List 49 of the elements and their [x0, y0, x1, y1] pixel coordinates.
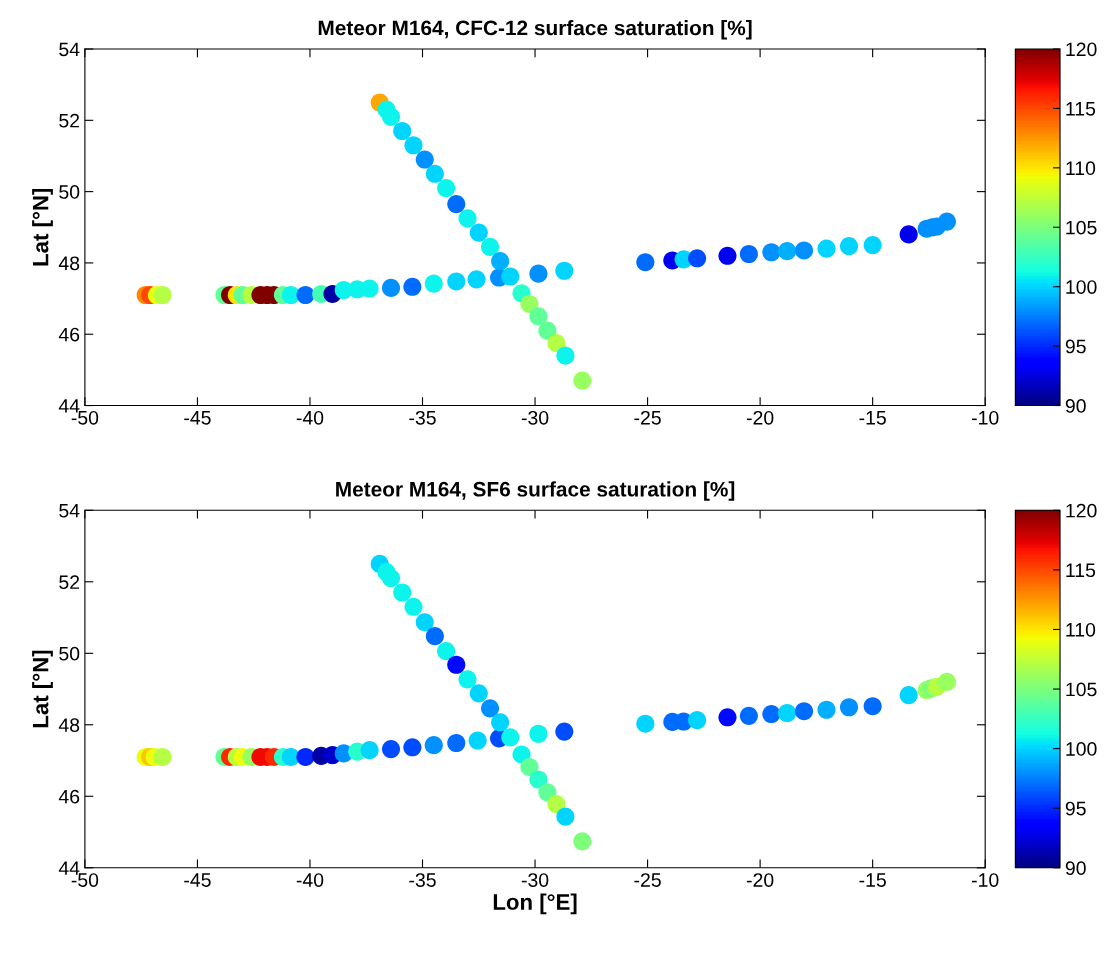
x-tick-label: -50 — [71, 410, 99, 425]
y-tick-label: 44 — [58, 861, 80, 875]
color-bar-label: 95 — [1065, 339, 1086, 354]
y-axis-title: Lat [°N] — [32, 650, 53, 728]
x-tick-label: -35 — [409, 410, 436, 425]
y-tick-label: 48 — [58, 718, 80, 733]
color-bar-label: 90 — [1065, 861, 1086, 876]
color-bar-label: 110 — [1066, 161, 1096, 176]
x-tick-label: -45 — [184, 873, 211, 887]
x-tick-label: -40 — [296, 410, 324, 425]
y-tick-label: 46 — [58, 327, 80, 342]
chart-title: Meteor M164, SF6 surface saturation [%] — [336, 481, 735, 501]
y-tick-label: 46 — [58, 789, 80, 804]
color-bar-label: 105 — [1066, 220, 1097, 235]
x-tick-label: -10 — [972, 410, 999, 425]
y-tick-label: 48 — [58, 256, 80, 271]
x-tick-label: -15 — [859, 411, 886, 425]
chart-title: Meteor M164, CFC-12 surface saturation [%] — [318, 20, 752, 40]
x-tick-label: -25 — [634, 410, 661, 425]
y-tick-label: 44 — [58, 399, 80, 413]
y-tick-label: 50 — [59, 185, 80, 199]
x-tick-label: -20 — [746, 873, 774, 887]
x-tick-label: -30 — [521, 410, 549, 425]
x-tick-label: -30 — [521, 873, 549, 887]
y-axis-title: Lat [°N] — [32, 188, 53, 266]
color-bar-label: 120 — [1066, 42, 1097, 57]
x-tick-label: -50 — [71, 873, 99, 887]
color-bar-label: 115 — [1066, 102, 1096, 116]
color-bar-label: 105 — [1066, 682, 1097, 697]
color-bar-label: 110 — [1066, 622, 1096, 637]
y-tick-label: 52 — [59, 113, 80, 128]
y-tick-label: 50 — [59, 646, 80, 661]
color-bar-label: 100 — [1066, 742, 1097, 756]
x-tick-label: -25 — [634, 873, 661, 887]
x-axis-title: Lon [°E] — [493, 893, 577, 915]
color-bar-label: 95 — [1065, 801, 1086, 816]
x-tick-label: -40 — [296, 873, 324, 887]
x-tick-label: -10 — [972, 873, 999, 887]
x-tick-label: -45 — [184, 411, 211, 425]
y-tick-label: 54 — [59, 42, 80, 57]
y-tick-label: 52 — [59, 575, 80, 590]
x-tick-label: -15 — [859, 873, 886, 887]
x-tick-label: -35 — [409, 873, 436, 887]
color-bar-label: 120 — [1066, 503, 1097, 518]
color-bar-label: 90 — [1065, 399, 1086, 413]
color-bar-label: 115 — [1066, 563, 1096, 578]
color-bar-label: 100 — [1066, 280, 1097, 294]
y-tick-label: 54 — [59, 503, 80, 518]
x-tick-label: -20 — [746, 410, 774, 425]
